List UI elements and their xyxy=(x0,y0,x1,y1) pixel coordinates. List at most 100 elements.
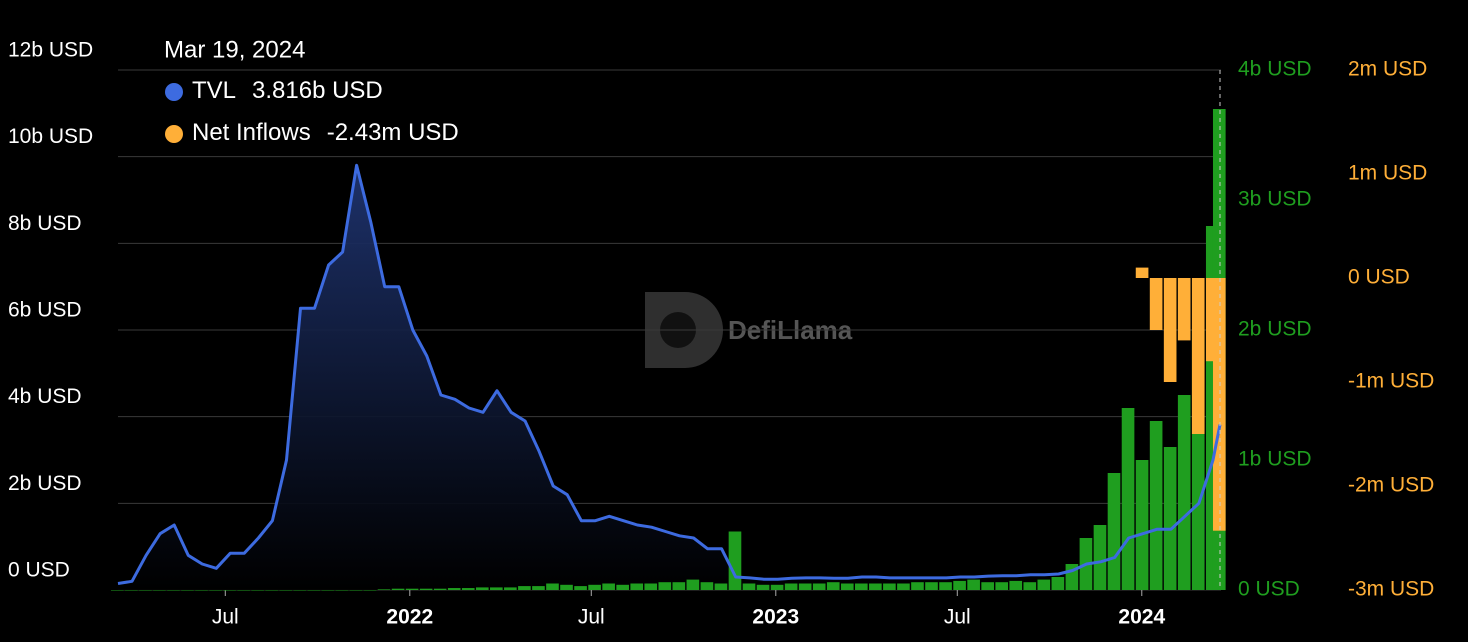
bar xyxy=(447,588,461,590)
bar xyxy=(433,588,447,590)
bar xyxy=(377,589,391,590)
bar xyxy=(1149,278,1163,330)
bar xyxy=(1009,580,1023,590)
y-tick-label: 6b USD xyxy=(8,299,82,322)
bar xyxy=(981,582,994,590)
bar xyxy=(1037,579,1051,590)
bar xyxy=(630,583,644,590)
bar xyxy=(391,588,405,590)
bar xyxy=(490,587,503,590)
legend: TVL 3.816b USD Net Inflows -2.43m USD xyxy=(165,77,459,146)
legend-marker xyxy=(165,83,183,101)
y3-tick-label: 2m USD xyxy=(1348,58,1427,81)
bar xyxy=(279,590,293,591)
legend-name: Net Inflows xyxy=(192,119,311,146)
bar xyxy=(602,583,615,590)
area xyxy=(118,165,1220,591)
bar xyxy=(461,588,475,590)
y3-tick-label: -2m USD xyxy=(1348,474,1434,497)
bar xyxy=(1121,408,1135,590)
legend-label: TVL 3.816b USD xyxy=(192,77,383,104)
x-tick-label: Jul xyxy=(944,606,971,629)
bar xyxy=(911,582,924,590)
bar xyxy=(784,583,798,590)
y-tick-label: 0 USD xyxy=(8,559,70,582)
plot: 0 USD 2b USD 4b USD 6b USD 8b USD 10b USD 12b … xyxy=(8,39,1434,629)
bar xyxy=(419,588,433,590)
y2-tick-label: 1b USD xyxy=(1238,448,1312,471)
bar xyxy=(953,580,966,590)
legend-value: 3.816b USD xyxy=(252,77,383,104)
legend-value: -2.43m USD xyxy=(327,119,459,146)
bar xyxy=(728,531,742,590)
bar xyxy=(1177,395,1191,590)
bar xyxy=(714,583,728,590)
y3-tick-label: 1m USD xyxy=(1348,162,1427,185)
bar xyxy=(588,584,601,590)
x-tick-label: 2023 xyxy=(752,606,799,629)
bar xyxy=(1135,460,1149,590)
legend-marker xyxy=(165,125,183,143)
bar xyxy=(560,584,573,590)
bar xyxy=(967,579,980,590)
y2-tick-label: 3b USD xyxy=(1238,188,1312,211)
bar xyxy=(1135,267,1149,278)
bar xyxy=(518,586,531,590)
bar xyxy=(195,590,208,591)
bar xyxy=(335,590,349,591)
bar xyxy=(363,590,377,591)
y-tick-label: 2b USD xyxy=(8,472,82,495)
bar xyxy=(1177,278,1191,341)
bar xyxy=(181,590,194,591)
bar xyxy=(265,590,279,591)
x-tick-label: Jul xyxy=(212,606,239,629)
bar xyxy=(686,579,700,590)
bar xyxy=(167,590,180,591)
bar xyxy=(1023,582,1037,590)
bar xyxy=(644,583,658,590)
bar xyxy=(139,590,152,591)
bar xyxy=(1163,447,1177,590)
bar xyxy=(125,590,138,591)
bar xyxy=(939,582,952,590)
legend-name: TVL xyxy=(192,77,236,104)
bar xyxy=(1191,278,1205,434)
y-tick-label: 12b USD xyxy=(8,39,93,62)
bar xyxy=(321,590,335,591)
bar xyxy=(995,582,1009,590)
bar xyxy=(855,583,868,590)
bar xyxy=(840,583,854,590)
bar xyxy=(1107,473,1121,590)
bar xyxy=(658,582,672,590)
y2-tick-label: 2b USD xyxy=(1238,318,1312,341)
y2-tick-label: 0 USD xyxy=(1238,578,1300,601)
bar xyxy=(153,590,166,591)
bar xyxy=(405,588,419,590)
x-tick-label: Jul xyxy=(578,606,605,629)
bar xyxy=(251,590,264,591)
bar xyxy=(293,590,307,591)
bar xyxy=(475,587,489,590)
bar xyxy=(869,583,882,590)
bar xyxy=(756,584,770,590)
bar xyxy=(897,583,910,590)
bar xyxy=(672,582,686,590)
x-tick-label: 2024 xyxy=(1118,606,1165,629)
y3-tick-label: 0 USD xyxy=(1348,266,1410,289)
bar xyxy=(546,583,559,590)
bar xyxy=(1149,421,1163,590)
bar xyxy=(700,582,714,590)
y3-tick-label: -3m USD xyxy=(1348,578,1434,601)
bar xyxy=(307,590,321,591)
bar xyxy=(616,584,629,590)
bar xyxy=(770,584,784,590)
hover-date: Mar 19, 2024 xyxy=(164,36,305,63)
bar xyxy=(574,586,587,590)
bar xyxy=(1163,278,1177,382)
bar xyxy=(223,590,236,591)
y-tick-label: 10b USD xyxy=(8,125,93,148)
bar xyxy=(532,586,545,590)
bar xyxy=(826,582,840,590)
x-tick-label: 2022 xyxy=(386,606,433,629)
